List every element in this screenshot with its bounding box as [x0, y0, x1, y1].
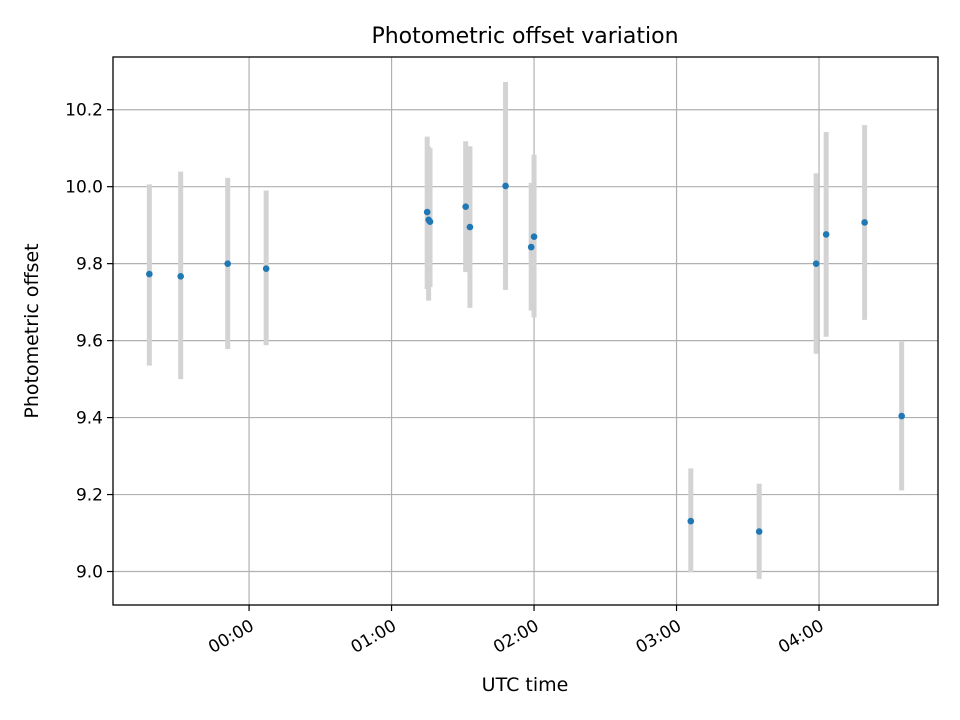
data-point — [687, 517, 695, 525]
y-tick-label: 9.4 — [76, 409, 103, 429]
data-point — [146, 270, 153, 278]
y-tick-label: 9.6 — [76, 332, 103, 352]
y-tick-label: 10.0 — [65, 178, 103, 198]
data-point — [423, 208, 431, 216]
data-point — [898, 412, 905, 420]
plot-frame — [112, 56, 939, 606]
y-axis-ticks: 9.0 9.2 9.4 9.6 9.8 10.0 10.2 — [65, 101, 113, 583]
x-tick-label: 02:00 — [490, 616, 542, 658]
error-bars — [146, 82, 905, 579]
data-point — [177, 273, 184, 280]
x-tick-label: 04:00 — [775, 616, 827, 658]
data-point — [861, 219, 868, 226]
data-point — [502, 182, 509, 190]
y-tick-label: 10.2 — [65, 101, 103, 121]
data-point — [755, 528, 763, 535]
data-point — [527, 243, 535, 251]
chart-title: Photometric offset variation — [371, 24, 678, 49]
y-tick-label: 9.0 — [76, 563, 103, 583]
x-axis-ticks: 00:00 01:00 02:00 03:00 04:00 — [205, 605, 828, 658]
x-tick-label: 01:00 — [348, 616, 400, 658]
data-points — [146, 182, 905, 535]
data-point — [462, 203, 469, 210]
y-axis-label: Photometric offset — [21, 243, 43, 418]
data-point — [530, 233, 538, 241]
x-axis-label: UTC time — [482, 674, 569, 696]
data-point — [466, 223, 474, 231]
data-point — [812, 260, 820, 267]
x-tick-label: 00:00 — [205, 616, 257, 658]
y-tick-label: 9.8 — [76, 255, 103, 275]
data-point — [224, 260, 232, 267]
y-tick-label: 9.2 — [76, 486, 103, 506]
x-tick-label: 03:00 — [633, 616, 685, 658]
data-point — [822, 231, 830, 238]
data-point — [426, 218, 434, 226]
data-point — [262, 265, 270, 272]
grid-lines — [113, 57, 938, 605]
